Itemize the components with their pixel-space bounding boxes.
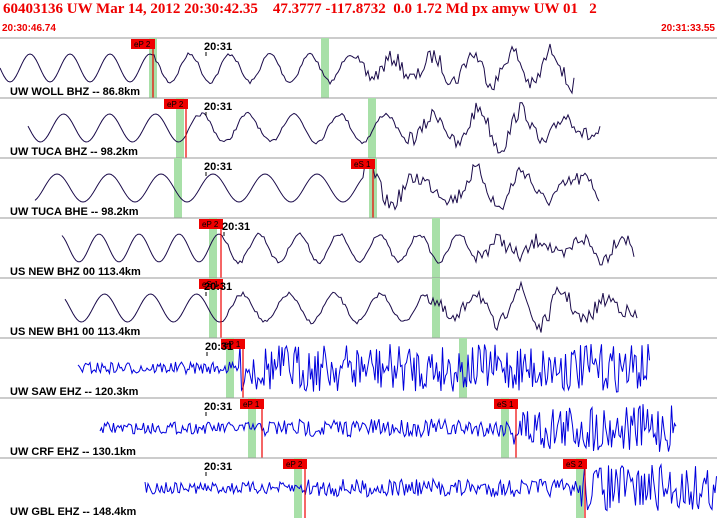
time-mark: 20:31 [204, 461, 232, 473]
pick-flag[interactable] [240, 399, 264, 409]
pick-flag[interactable] [494, 399, 518, 409]
pick-label: eS 1 [202, 280, 219, 289]
phase-window [432, 278, 440, 338]
pick-flag[interactable] [351, 159, 375, 169]
pick-flag[interactable] [199, 219, 223, 229]
waveform-trace [34, 160, 600, 211]
pick-flag[interactable] [283, 459, 307, 469]
station-label: UW SAW EHZ -- 120.3km [10, 386, 139, 398]
phase-window [174, 158, 182, 218]
trace-panel-2[interactable]: eP 2 20:31 UW TUCA BHZ -- 98.2km [0, 97, 717, 158]
pick-label: eP 2 [286, 460, 303, 469]
time-mark: 20:31 [222, 221, 250, 233]
phase-window [321, 38, 329, 98]
time-mark: 20:31 [204, 101, 232, 113]
phase-window [368, 98, 376, 158]
trace-panel-4[interactable]: eP 2 20:31 US NEW BHZ 00 113.4km [0, 217, 717, 278]
waveform-trace [64, 280, 638, 333]
waveform-trace [99, 404, 677, 452]
phase-window [432, 218, 440, 278]
event-header: 60403136 UW Mar 14, 2012 20:30:42.35 47.… [0, 0, 717, 38]
phase-window [459, 338, 467, 398]
station-label: UW WOLL BHZ -- 86.8km [10, 86, 140, 98]
phase-window [176, 98, 184, 158]
waveform-trace [27, 102, 601, 154]
trace-panel-5[interactable]: eS 120:31 US NEW BH1 00 113.4km [0, 277, 717, 338]
station-label: UW CRF EHZ -- 130.1km [10, 446, 136, 458]
pick-flag[interactable] [131, 39, 155, 49]
time-mark: 20:31 [204, 161, 232, 173]
phase-window [209, 278, 217, 338]
phase-window [501, 398, 509, 458]
pick-label: eP 1 [224, 340, 241, 349]
pick-label: eP 2 [167, 100, 184, 109]
pick-label: eP 1 [243, 400, 260, 409]
waveform-trace [0, 43, 575, 95]
pick-label: eS 1 [497, 400, 514, 409]
station-label: US NEW BH1 00 113.4km [10, 326, 140, 338]
waveform-trace [77, 344, 650, 393]
station-label: US NEW BHZ 00 113.4km [10, 266, 141, 278]
station-label: UW TUCA BHE -- 98.2km [10, 206, 139, 218]
pick-flag[interactable] [164, 99, 188, 109]
time-mark: 20:31 [204, 41, 232, 53]
pick-label: eS 2 [566, 460, 583, 469]
trace-panel-1[interactable]: eP 2 20:31 UW WOLL BHZ -- 86.8km [0, 37, 717, 98]
trace-panel-6[interactable]: eP 120:31 UW SAW EHZ -- 120.3km [0, 337, 717, 398]
start-time: 20:30:46.74 [2, 23, 56, 34]
phase-window [226, 338, 234, 398]
pick-label: eP 2 [202, 220, 219, 229]
station-label: UW TUCA BHZ -- 98.2km [10, 146, 138, 158]
pick-label: eS 1 [354, 160, 371, 169]
time-mark: 20:31 [205, 341, 233, 353]
station-label: UW GBL EHZ -- 148.4km [10, 506, 137, 518]
time-mark: 20:31 [204, 401, 232, 413]
trace-panel-7[interactable]: eP 1 eS 1 20:31 UW CRF EHZ -- 130.1km [0, 397, 717, 458]
pick-flag[interactable] [221, 339, 245, 349]
event-title: 60403136 UW Mar 14, 2012 20:30:42.35 47.… [3, 1, 597, 17]
time-mark: 20:31 [204, 281, 232, 293]
phase-window [209, 218, 217, 278]
waveform-trace [61, 232, 635, 266]
pick-label: eP 2 [134, 40, 151, 49]
trace-panel-3[interactable]: eS 1 20:31 UW TUCA BHE -- 98.2km [0, 157, 717, 218]
end-time: 20:31:33.55 [661, 23, 715, 34]
pick-flag[interactable] [563, 459, 587, 469]
waveform-trace [144, 463, 717, 512]
trace-panel-8[interactable]: eP 2 eS 2 20:31 UW GBL EHZ -- 148.4km [0, 457, 717, 518]
pick-flag[interactable] [199, 279, 223, 289]
